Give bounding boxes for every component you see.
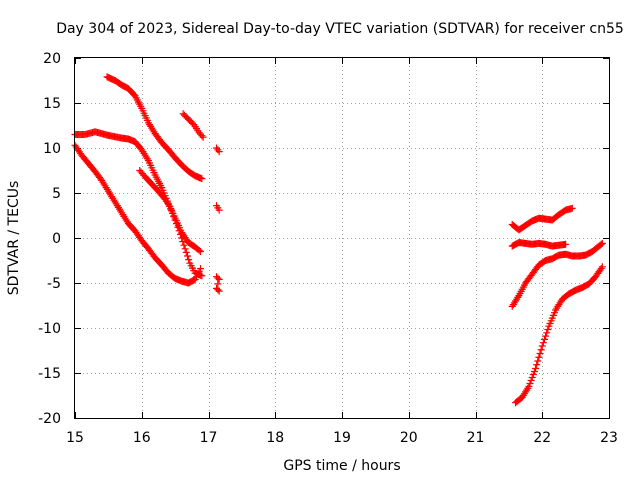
data-point: [196, 248, 204, 255]
data-point: [527, 377, 535, 384]
grid-layer: [75, 58, 609, 418]
data-point: [597, 240, 605, 248]
data-point: [534, 357, 542, 365]
data-point: [174, 223, 182, 231]
data-point: [178, 234, 186, 242]
data-point: [526, 380, 534, 387]
data-point: [172, 220, 180, 228]
data-point: [597, 264, 605, 272]
x-tick-label: 18: [266, 430, 284, 446]
series-track-b: [71, 141, 204, 287]
series-track-j: [512, 263, 606, 407]
series-track-h: [508, 239, 570, 250]
data-point: [538, 342, 546, 350]
data-point: [199, 133, 207, 141]
data-point: [562, 240, 570, 248]
data-point: [539, 339, 547, 347]
x-tick-label: 23: [600, 430, 618, 446]
data-point: [598, 263, 606, 271]
y-tick-label: 10: [43, 141, 61, 157]
data-point: [540, 335, 548, 343]
y-tick-label: -10: [38, 321, 61, 337]
x-tick-label: 19: [333, 430, 351, 446]
series-track-d: [136, 167, 206, 280]
data-point: [530, 368, 538, 375]
data-point: [176, 230, 184, 238]
data-point: [598, 239, 606, 247]
data-point: [529, 371, 537, 378]
y-tick-label: 0: [52, 231, 61, 247]
x-tick-label: 15: [66, 430, 84, 446]
plot-frame: [74, 57, 610, 419]
chart-title: Day 304 of 2023, Sidereal Day-to-day VTE…: [56, 21, 624, 37]
data-point: [215, 287, 223, 295]
data-point: [543, 329, 551, 337]
tick-label-layer: 15 16 17 18 19 20 21 22 23 -20 -15 -10 -5 0 5 10 15 20: [38, 51, 618, 446]
data-point: [196, 265, 204, 273]
y-tick-label: -20: [38, 411, 61, 427]
y-tick-label: -5: [47, 276, 61, 292]
data-point: [536, 350, 544, 357]
data-point: [525, 383, 533, 390]
data-point: [181, 245, 189, 253]
data-point: [568, 204, 576, 212]
data-point: [542, 332, 550, 340]
data-point: [198, 272, 206, 280]
data-point: [214, 146, 222, 154]
data-point: [183, 252, 191, 260]
data-point: [171, 216, 179, 224]
tick-layer: [75, 58, 610, 419]
data-series-layer: [71, 73, 606, 407]
series-track-c: [103, 73, 206, 183]
x-tick-label: 17: [200, 430, 218, 446]
y-axis-title: SDTVAR / TECUs: [6, 181, 22, 296]
series-track-f: [213, 144, 223, 295]
data-point: [175, 227, 183, 235]
data-point: [182, 248, 190, 256]
data-point: [215, 148, 223, 156]
x-tick-label: 22: [533, 430, 551, 446]
x-axis-title: GPS time / hours: [283, 458, 400, 474]
data-point: [214, 286, 222, 294]
data-point: [198, 175, 206, 183]
data-point: [532, 365, 540, 372]
data-point: [170, 213, 178, 221]
data-point: [528, 374, 536, 381]
data-point: [166, 203, 174, 210]
series-track-g: [508, 204, 576, 234]
data-point: [533, 361, 541, 369]
data-point: [535, 353, 543, 361]
data-point: [167, 206, 175, 214]
y-tick-label: 5: [52, 186, 61, 202]
data-point: [198, 132, 206, 140]
y-tick-label: 15: [43, 96, 61, 112]
series-track-i: [508, 239, 606, 310]
x-tick-label: 21: [467, 430, 485, 446]
x-tick-label: 20: [400, 430, 418, 446]
data-point: [195, 246, 203, 254]
y-tick-label: 20: [43, 51, 61, 67]
data-point: [180, 241, 188, 249]
data-point: [537, 346, 545, 354]
data-point: [215, 275, 223, 283]
data-point: [179, 238, 187, 246]
data-point: [544, 326, 552, 333]
data-point: [215, 206, 223, 214]
x-tick-label: 16: [133, 430, 151, 446]
y-tick-label: -15: [38, 366, 61, 382]
series-track-e: [179, 110, 207, 141]
data-point: [214, 274, 222, 282]
data-point: [214, 280, 222, 288]
data-point: [168, 209, 176, 217]
data-point: [185, 256, 193, 264]
